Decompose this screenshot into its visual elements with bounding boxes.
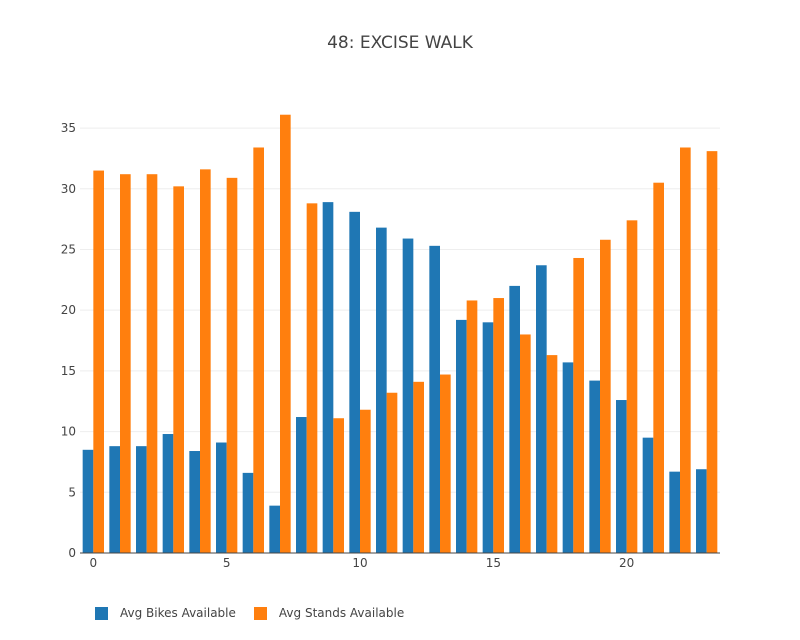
bar-stands[interactable]	[440, 374, 451, 553]
legend-swatch-bikes	[95, 606, 108, 620]
y-tick-label: 30	[61, 182, 76, 196]
x-tick-label: 15	[486, 556, 501, 570]
bar-bikes[interactable]	[136, 446, 147, 553]
bar-stands[interactable]	[146, 174, 158, 553]
bar-bikes[interactable]	[269, 505, 280, 553]
bar-bikes[interactable]	[536, 265, 547, 553]
bar-stands[interactable]	[226, 177, 238, 554]
bar-bikes[interactable]	[189, 451, 200, 553]
bar-stands[interactable]	[573, 257, 584, 553]
bar-stands[interactable]	[173, 186, 184, 553]
bar-bikes[interactable]	[296, 417, 307, 553]
bar-stands[interactable]	[253, 147, 264, 553]
y-tick-label: 0	[68, 546, 76, 560]
bar-bikes[interactable]	[82, 449, 94, 553]
bar-stands[interactable]	[333, 418, 344, 553]
legend-label-bikes: Avg Bikes Available	[120, 606, 236, 620]
bar-bikes[interactable]	[349, 211, 360, 554]
bar-bikes[interactable]	[456, 319, 467, 553]
bar-stands[interactable]	[413, 381, 424, 553]
bar-stands[interactable]	[120, 174, 131, 553]
bar-bikes[interactable]	[242, 472, 254, 553]
bar-bikes[interactable]	[509, 285, 520, 553]
bar-stands[interactable]	[93, 170, 104, 553]
bar-stands[interactable]	[280, 114, 291, 553]
legend: Avg Bikes Available Avg Stands Available	[95, 606, 422, 620]
gridlines	[80, 127, 720, 493]
y-tick-label: 25	[61, 242, 76, 256]
bars	[82, 114, 718, 554]
bar-bikes[interactable]	[429, 245, 440, 553]
bar-stands[interactable]	[200, 169, 211, 554]
bar-bikes[interactable]	[482, 322, 494, 553]
y-tick-label: 10	[61, 425, 76, 439]
bar-bikes[interactable]	[162, 434, 174, 553]
bar-stands[interactable]	[360, 409, 371, 553]
y-tick-label: 5	[68, 485, 76, 499]
bar-bikes[interactable]	[402, 238, 414, 553]
bar-bikes[interactable]	[322, 202, 334, 553]
x-tick-label: 10	[352, 556, 367, 570]
bar-stands[interactable]	[680, 147, 691, 553]
bar-bikes[interactable]	[216, 442, 227, 553]
chart-title: 48: EXCISE WALK	[327, 33, 473, 53]
bar-stands[interactable]	[600, 239, 611, 553]
y-tick-label: 15	[61, 364, 76, 378]
bar-bikes[interactable]	[696, 469, 707, 553]
bar-stands[interactable]	[626, 220, 638, 554]
bar-stands[interactable]	[493, 298, 504, 553]
bar-bikes[interactable]	[562, 362, 574, 553]
legend-item-stands[interactable]: Avg Stands Available	[253, 606, 405, 620]
bar-stands[interactable]	[653, 182, 664, 553]
x-tick-label: 20	[619, 556, 634, 570]
bar-stands[interactable]	[520, 334, 531, 553]
bar-stands[interactable]	[306, 203, 318, 553]
x-tick-label: 5	[223, 556, 231, 570]
bar-stands[interactable]	[546, 355, 558, 553]
bar-stands[interactable]	[706, 151, 718, 553]
y-tick-label: 35	[61, 121, 76, 135]
bar-stands[interactable]	[386, 392, 398, 553]
bar-stands[interactable]	[466, 300, 478, 553]
y-tick-label: 20	[61, 303, 76, 317]
bar-bikes[interactable]	[589, 380, 600, 553]
bar-bikes[interactable]	[616, 400, 627, 553]
axes: 0 5 10 15 20 25 30 35 0 5 10 15 20	[61, 121, 720, 570]
legend-swatch-stands	[253, 606, 267, 620]
bar-bikes[interactable]	[642, 437, 654, 553]
bar-bikes[interactable]	[669, 471, 680, 553]
bar-bikes[interactable]	[109, 446, 120, 553]
bar-bikes[interactable]	[376, 227, 387, 554]
x-tick-label: 0	[90, 556, 98, 570]
legend-label-stands: Avg Stands Available	[278, 606, 405, 620]
legend-item-bikes[interactable]: Avg Bikes Available	[95, 606, 236, 620]
